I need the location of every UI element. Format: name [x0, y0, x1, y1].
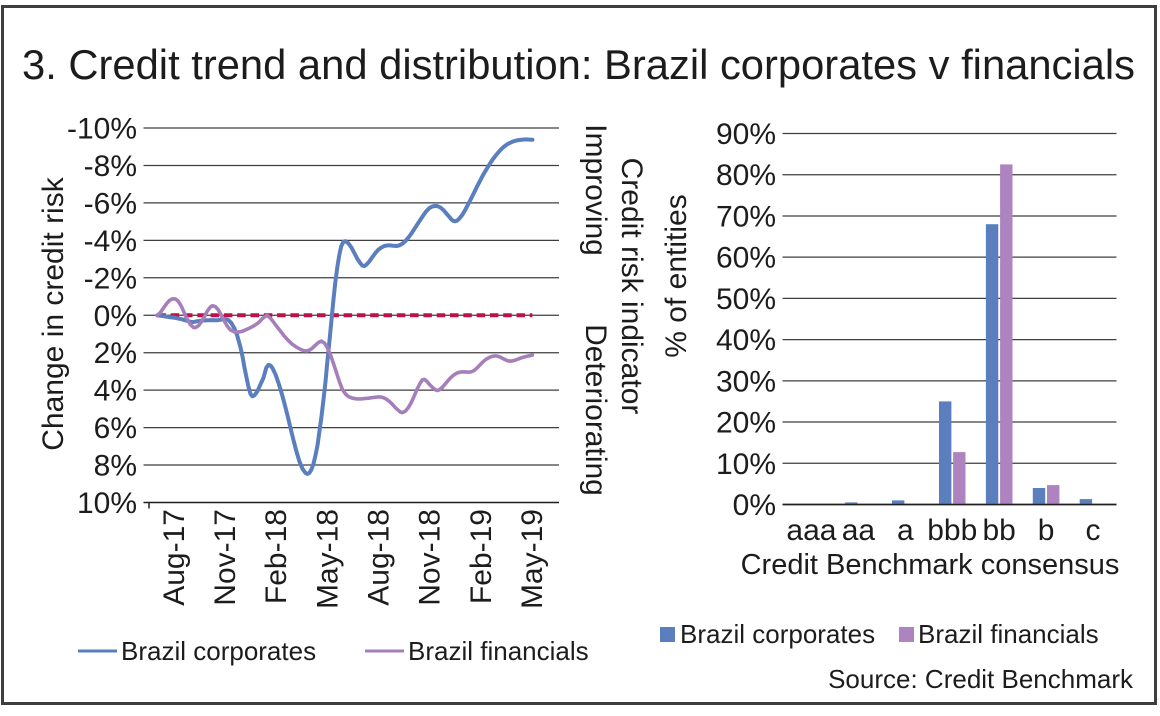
left-chart-y-tick-label: -4% [84, 225, 137, 258]
bar-chart-x-tick-label: bb [982, 514, 1015, 547]
bar-b-financials [1047, 485, 1060, 505]
bar-chart-y-tick-label: 70% [716, 200, 776, 233]
left-chart-y-tick-label: -2% [84, 262, 137, 295]
bar-chart-x-tick-label: aaa [786, 514, 836, 547]
line-series-financials [155, 297, 535, 415]
left-chart-y-tick-label: 10% [77, 487, 137, 520]
left-chart-y-tick-label: -8% [84, 150, 137, 183]
left-chart-x-tick-label: Feb-19 [465, 509, 498, 604]
left-chart-y-tick-label: 2% [94, 337, 137, 370]
left-chart-y-tick-label: 0% [94, 300, 137, 333]
line-series-corporates [155, 137, 535, 476]
bar-c-corporates [1079, 499, 1093, 505]
left-chart-x-tick-label: May-19 [516, 509, 549, 609]
left-chart-y-tick-label: 4% [94, 375, 137, 408]
left-chart-y-axis-title: Change in credit risk [37, 176, 70, 450]
bar-legend-label-financials: Brazil financials [918, 619, 1099, 649]
figure-title: 3. Credit trend and distribution: Brazil… [22, 41, 1135, 88]
right-axis-title: Credit risk indicator [615, 158, 648, 415]
line-chart-legend: Brazil corporates Brazil financials [78, 636, 589, 666]
left-chart-y-tick-label: -6% [84, 187, 137, 220]
bar-bb-financials [1000, 164, 1013, 505]
bar-chart-y-tick-label: 40% [716, 324, 776, 357]
left-chart-x-tick-label: Nov-18 [414, 509, 447, 606]
source-note: Source: Credit Benchmark [828, 664, 1134, 694]
line-chart: -10% -8% -6% -4% -2% 0% 2% 4% 6% 8% 10% Aug-17 Nov-1… [67, 113, 559, 609]
bar-b-corporates [1032, 488, 1046, 505]
bar-chart-y-tick-label: 20% [716, 407, 776, 440]
left-chart-x-tick-label: May-18 [311, 509, 344, 609]
legend-label-corporates: Brazil corporates [121, 636, 316, 666]
left-chart-x-tick-label: Aug-18 [362, 509, 395, 606]
left-chart-y-tick-label: -10% [67, 113, 137, 146]
left-chart-x-tick-label: Nov-17 [209, 509, 242, 606]
bar-bbb-corporates [939, 401, 952, 505]
bar-chart-y-tick-label: 0% [733, 489, 776, 522]
legend-square-swatch-corporates [660, 627, 675, 642]
bar-chart-legend: Brazil corporates Brazil financials [660, 619, 1099, 649]
bar-chart-y-tick-label: 60% [716, 242, 776, 275]
bar-aa-corporates [845, 502, 858, 505]
bar-chart-x-tick-label: a [897, 514, 914, 547]
bar-chart-y-tick-label: 50% [716, 283, 776, 316]
bar-chart-x-tick-label: aa [842, 514, 876, 547]
figure-border [1, 5, 1157, 705]
legend-square-swatch-financials [899, 627, 914, 642]
bar-chart-y-tick-label: 80% [716, 159, 776, 192]
right-axis-improving-label: Improving [579, 124, 612, 256]
bar-legend-label-corporates: Brazil corporates [680, 619, 875, 649]
bar-chart-x-tick-label: b [1038, 514, 1055, 547]
bar-bb-corporates [985, 224, 999, 505]
bar-chart-x-axis-title: Credit Benchmark consensus [741, 549, 1120, 581]
right-axis-deteriorating-label: Deteriorating [579, 324, 612, 496]
bar-chart-y-tick-label: 90% [716, 118, 776, 151]
left-chart-x-tick-label: Feb-18 [260, 509, 293, 604]
left-chart-y-tick-label: 6% [94, 412, 137, 445]
bar-chart-y-tick-label: 30% [716, 365, 776, 398]
bar-chart-y-tick-label: 10% [716, 448, 776, 481]
bar-chart: 0%10%20%30%40%50%60%70%80%90%aaa aa a bbb bb… [716, 118, 1117, 547]
left-chart-x-tick-label: Aug-17 [158, 509, 191, 606]
legend-label-financials: Brazil financials [408, 636, 589, 666]
bar-chart-y-axis-title: % of entities [660, 194, 693, 357]
bar-chart-x-tick-label: c [1086, 514, 1101, 547]
bar-a-corporates [892, 500, 905, 505]
bar-chart-x-tick-label: bbb [927, 514, 977, 547]
bar-bbb-financials [953, 452, 966, 505]
left-chart-y-tick-label: 8% [94, 450, 137, 483]
